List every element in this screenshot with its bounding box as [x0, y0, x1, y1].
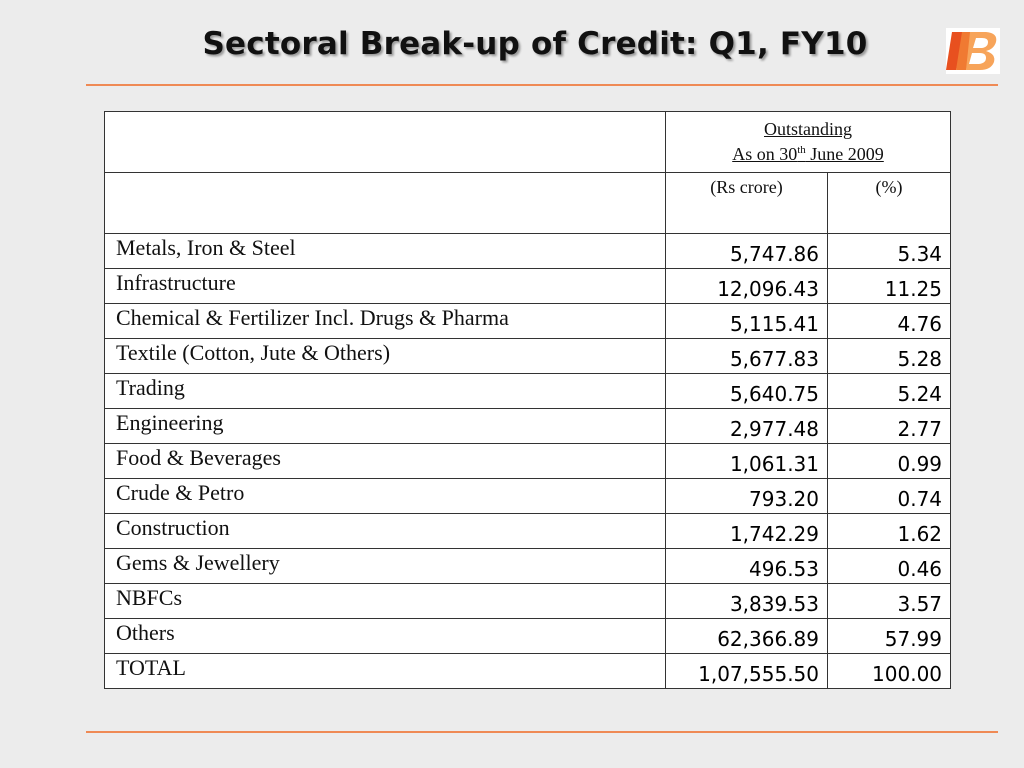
header-empty-cell	[104, 111, 666, 173]
unit-percent: (%)	[826, 172, 952, 234]
outstanding-header: Outstanding As on 30th June 2009	[664, 111, 952, 173]
table-row: Textile (Cotton, Jute & Others) 5,677.83 5…	[104, 338, 952, 374]
sector-cell: Engineering	[104, 408, 666, 444]
table-header-row: Outstanding As on 30th June 2009	[104, 111, 952, 173]
as-on-suffix: June 2009	[805, 144, 884, 164]
sector-cell: Infrastructure	[104, 268, 666, 304]
percent-cell: 57.99	[826, 618, 952, 654]
amount-cell: 1,742.29	[665, 513, 828, 549]
amount-cell: 5,747.86	[665, 233, 828, 269]
unit-empty-cell	[104, 172, 666, 234]
bottom-divider	[86, 731, 998, 733]
amount-cell: 5,640.75	[665, 373, 828, 409]
amount-cell: 793.20	[665, 478, 828, 514]
amount-cell: 1,061.31	[665, 443, 828, 479]
unit-amount: (Rs crore)	[665, 172, 828, 234]
slide-title: Sectoral Break-up of Credit: Q1, FY10	[202, 26, 868, 62]
table-row: Chemical & Fertilizer Incl. Drugs & Phar…	[104, 303, 952, 339]
percent-cell: 100.00	[826, 653, 952, 689]
sector-cell: Trading	[104, 373, 666, 409]
amount-cell: 2,977.48	[665, 408, 828, 444]
percent-cell: 5.34	[826, 233, 952, 269]
outstanding-label: Outstanding	[764, 119, 852, 139]
table-row: Others 62,366.89 57.99	[104, 618, 952, 654]
as-on-prefix: As on 30	[732, 144, 798, 164]
percent-cell: 4.76	[826, 303, 952, 339]
sector-cell: Chemical & Fertilizer Incl. Drugs & Phar…	[104, 303, 666, 339]
sector-cell: Gems & Jewellery	[104, 548, 666, 584]
percent-cell: 1.62	[826, 513, 952, 549]
table-row: Construction 1,742.29 1.62	[104, 513, 952, 549]
table-row: Metals, Iron & Steel 5,747.86 5.34	[104, 233, 952, 269]
table-unit-row: (Rs crore) (%)	[104, 172, 952, 234]
table-row: Engineering 2,977.48 2.77	[104, 408, 952, 444]
amount-cell: 3,839.53	[665, 583, 828, 619]
sector-cell: Construction	[104, 513, 666, 549]
credit-table: Outstanding As on 30th June 2009 (Rs cro…	[104, 111, 952, 689]
amount-cell: 62,366.89	[665, 618, 828, 654]
percent-cell: 11.25	[826, 268, 952, 304]
sector-cell: NBFCs	[104, 583, 666, 619]
amount-cell: 5,677.83	[665, 338, 828, 374]
sector-cell: Food & Beverages	[104, 443, 666, 479]
sector-cell: Textile (Cotton, Jute & Others)	[104, 338, 666, 374]
percent-cell: 2.77	[826, 408, 952, 444]
sector-cell: Others	[104, 618, 666, 654]
as-on-sup: th	[797, 144, 806, 156]
percent-cell: 5.24	[826, 373, 952, 409]
sector-cell: Metals, Iron & Steel	[104, 233, 666, 269]
table-row: Gems & Jewellery 496.53 0.46	[104, 548, 952, 584]
amount-cell: 5,115.41	[665, 303, 828, 339]
sector-cell: Crude & Petro	[104, 478, 666, 514]
bank-logo-icon	[946, 28, 1000, 74]
table-row: Food & Beverages 1,061.31 0.99	[104, 443, 952, 479]
amount-cell: 1,07,555.50	[665, 653, 828, 689]
amount-cell: 496.53	[665, 548, 828, 584]
table-row: Infrastructure 12,096.43 11.25	[104, 268, 952, 304]
table-row: Trading 5,640.75 5.24	[104, 373, 952, 409]
amount-cell: 12,096.43	[665, 268, 828, 304]
top-divider	[86, 84, 998, 86]
percent-cell: 3.57	[826, 583, 952, 619]
sector-cell: TOTAL	[104, 653, 666, 689]
table-row: NBFCs 3,839.53 3.57	[104, 583, 952, 619]
table-row: TOTAL 1,07,555.50 100.00	[104, 653, 952, 689]
as-on-date: As on 30th June 2009	[666, 142, 950, 167]
percent-cell: 5.28	[826, 338, 952, 374]
percent-cell: 0.99	[826, 443, 952, 479]
percent-cell: 0.46	[826, 548, 952, 584]
percent-cell: 0.74	[826, 478, 952, 514]
table-row: Crude & Petro 793.20 0.74	[104, 478, 952, 514]
